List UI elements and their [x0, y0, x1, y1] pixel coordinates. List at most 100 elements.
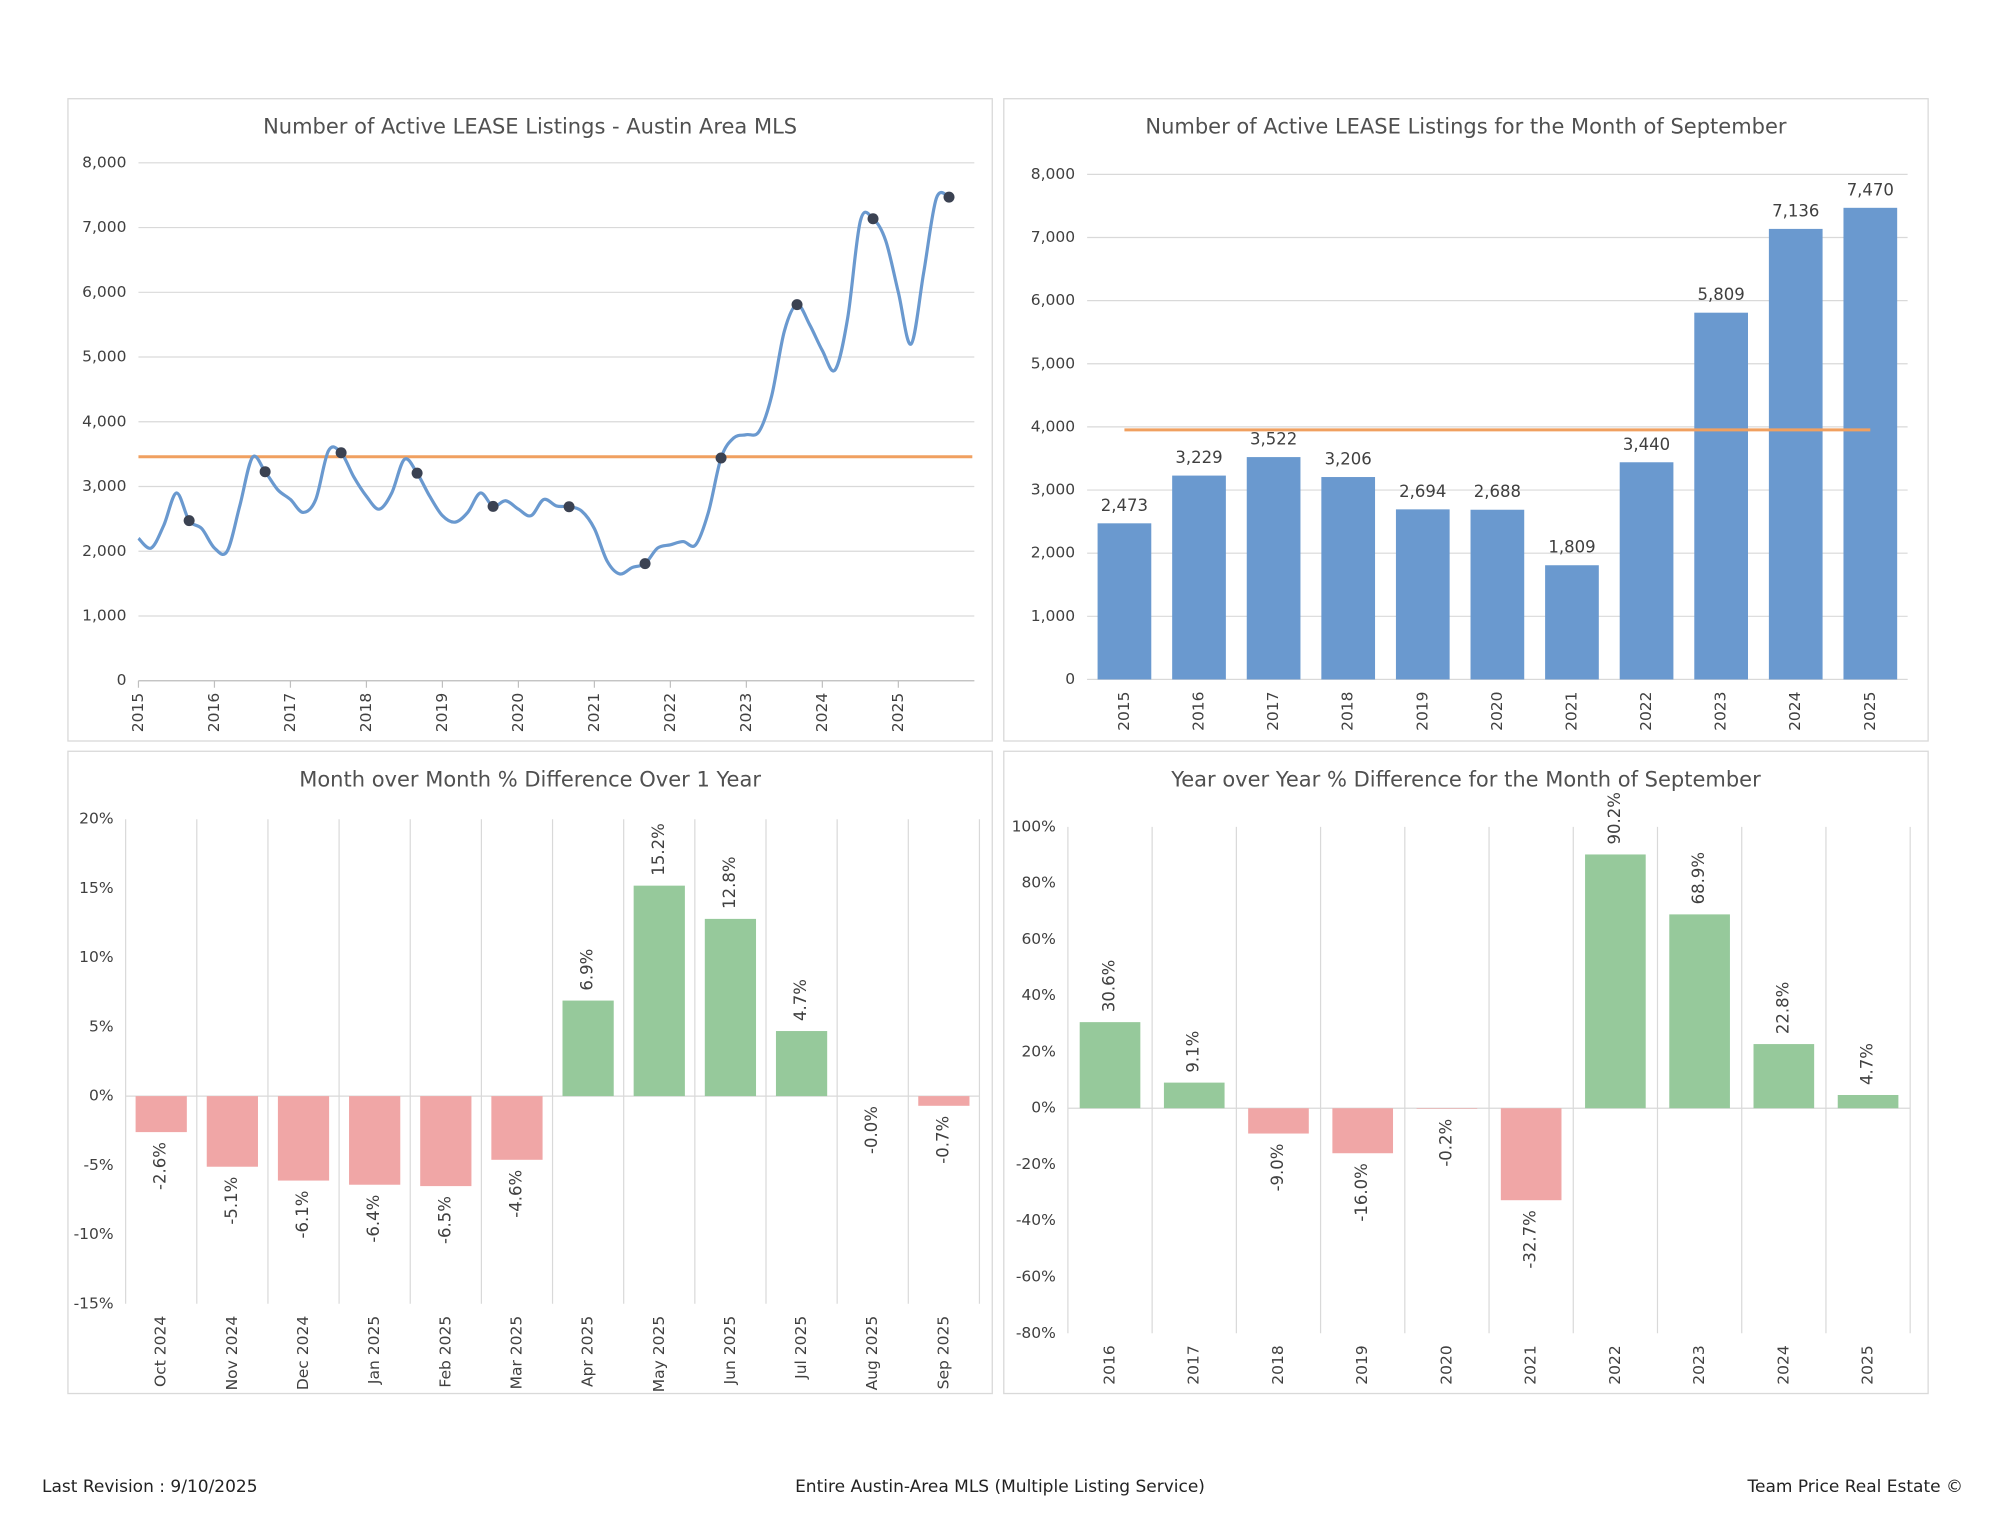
value-label: -0.7%: [933, 1116, 952, 1164]
x-tick-label: Feb 2025: [436, 1316, 454, 1388]
bar: [1246, 457, 1301, 680]
value-label: -32.7%: [1521, 1210, 1540, 1268]
bar: [1843, 207, 1898, 680]
value-label: -6.5%: [435, 1196, 454, 1244]
value-label: 3,206: [1325, 450, 1372, 469]
bar: [1768, 228, 1823, 680]
september-marker: [943, 191, 955, 203]
x-tick-label: 2021: [1522, 1345, 1540, 1384]
bar: [277, 1096, 330, 1181]
bar: [1545, 565, 1599, 680]
september-marker: [639, 558, 651, 570]
y-tick-label: 0: [117, 671, 127, 689]
x-tick-label: Sep 2025: [934, 1316, 952, 1390]
x-tick-label: 2019: [1413, 691, 1431, 730]
september-marker: [183, 515, 195, 527]
bar: [1079, 1022, 1141, 1109]
y-tick-label: 6,000: [82, 283, 126, 301]
september-marker: [487, 500, 499, 512]
y-tick-label: 2,000: [82, 542, 126, 560]
y-tick-label: -40%: [1016, 1211, 1056, 1229]
september-marker: [259, 466, 271, 478]
x-tick-label: 2022: [661, 693, 679, 732]
bar: [1321, 477, 1376, 680]
bar: [1694, 312, 1748, 680]
x-tick-label: 2016: [1101, 1345, 1119, 1384]
value-label: -0.2%: [1436, 1119, 1455, 1167]
x-tick-label: 2015: [129, 693, 147, 732]
x-tick-label: 2020: [509, 693, 527, 732]
x-tick-label: 2022: [1637, 691, 1655, 730]
value-label: 90.2%: [1605, 792, 1624, 844]
x-tick-label: 2020: [1488, 691, 1506, 730]
value-label: 15.2%: [649, 823, 668, 875]
y-tick-label: 0%: [89, 1087, 114, 1105]
chart-title: Year over Year % Difference for the Mont…: [1170, 767, 1761, 791]
x-tick-label: 2019: [1353, 1345, 1371, 1384]
y-tick-label: 4,000: [82, 412, 126, 430]
september-marker: [335, 447, 347, 459]
value-label: 4.7%: [791, 979, 810, 1021]
x-tick-label: 2022: [1606, 1345, 1624, 1384]
september-marker: [791, 299, 803, 311]
x-tick-label: Apr 2025: [579, 1316, 597, 1387]
value-label: 2,694: [1399, 482, 1446, 501]
bar: [1669, 914, 1730, 1109]
value-label: -4.6%: [506, 1170, 525, 1218]
value-label: 30.6%: [1100, 960, 1119, 1012]
bar: [1332, 1108, 1394, 1154]
x-tick-label: 2018: [1339, 691, 1357, 730]
bar: [562, 1000, 614, 1097]
y-tick-label: 0: [1065, 670, 1075, 688]
y-tick-label: -5%: [83, 1156, 113, 1174]
x-tick-label: 2023: [737, 693, 755, 732]
value-label: -5.1%: [222, 1177, 241, 1225]
value-label: -9.0%: [1268, 1144, 1287, 1192]
bar: [633, 885, 685, 1097]
bar: [1470, 509, 1525, 680]
y-tick-label: 8,000: [82, 153, 126, 171]
chart-title: Month over Month % Difference Over 1 Yea…: [299, 767, 761, 791]
value-label: 3,440: [1623, 435, 1670, 454]
y-tick-label: -80%: [1016, 1324, 1056, 1342]
bar: [1097, 523, 1152, 680]
x-tick-label: 2019: [433, 693, 451, 732]
x-tick-label: Jul 2025: [792, 1316, 810, 1380]
value-label: 2,688: [1474, 482, 1521, 501]
x-tick-label: 2016: [1190, 691, 1208, 730]
value-label: -6.4%: [364, 1195, 383, 1243]
y-tick-label: 20%: [79, 810, 113, 828]
x-tick-label: Jan 2025: [365, 1316, 383, 1385]
september-marker: [867, 213, 879, 225]
y-tick-label: 1,000: [1031, 607, 1075, 625]
y-tick-label: 10%: [79, 948, 113, 966]
y-tick-label: 3,000: [82, 477, 126, 495]
bar: [1837, 1094, 1899, 1109]
x-tick-label: 2018: [357, 693, 375, 732]
x-tick-label: 2017: [281, 693, 299, 732]
value-label: 12.8%: [720, 856, 739, 908]
value-label: 3,522: [1250, 430, 1297, 449]
bar: [420, 1096, 472, 1187]
value-label: 5,809: [1698, 285, 1745, 304]
x-tick-label: Dec 2024: [294, 1316, 312, 1390]
x-tick-label: 2016: [205, 693, 223, 732]
bar: [349, 1096, 401, 1185]
bar: [206, 1096, 258, 1167]
value-label: 7,470: [1847, 180, 1894, 199]
value-label: 4.7%: [1858, 1043, 1877, 1085]
value-label: 7,136: [1772, 201, 1819, 220]
panel: [67, 98, 993, 742]
x-tick-label: 2015: [1115, 691, 1133, 730]
value-label: 6.9%: [578, 949, 597, 991]
value-label: -2.6%: [151, 1142, 170, 1190]
y-tick-label: 4,000: [1031, 417, 1075, 435]
y-tick-label: 3,000: [1031, 481, 1075, 499]
footer-center: Entire Austin-Area MLS (Multiple Listing…: [795, 1477, 1205, 1497]
x-tick-label: May 2025: [650, 1316, 668, 1392]
x-tick-label: Mar 2025: [507, 1316, 525, 1390]
y-tick-label: 20%: [1021, 1042, 1055, 1060]
bar: [491, 1096, 543, 1160]
x-tick-label: 2024: [1786, 691, 1804, 730]
